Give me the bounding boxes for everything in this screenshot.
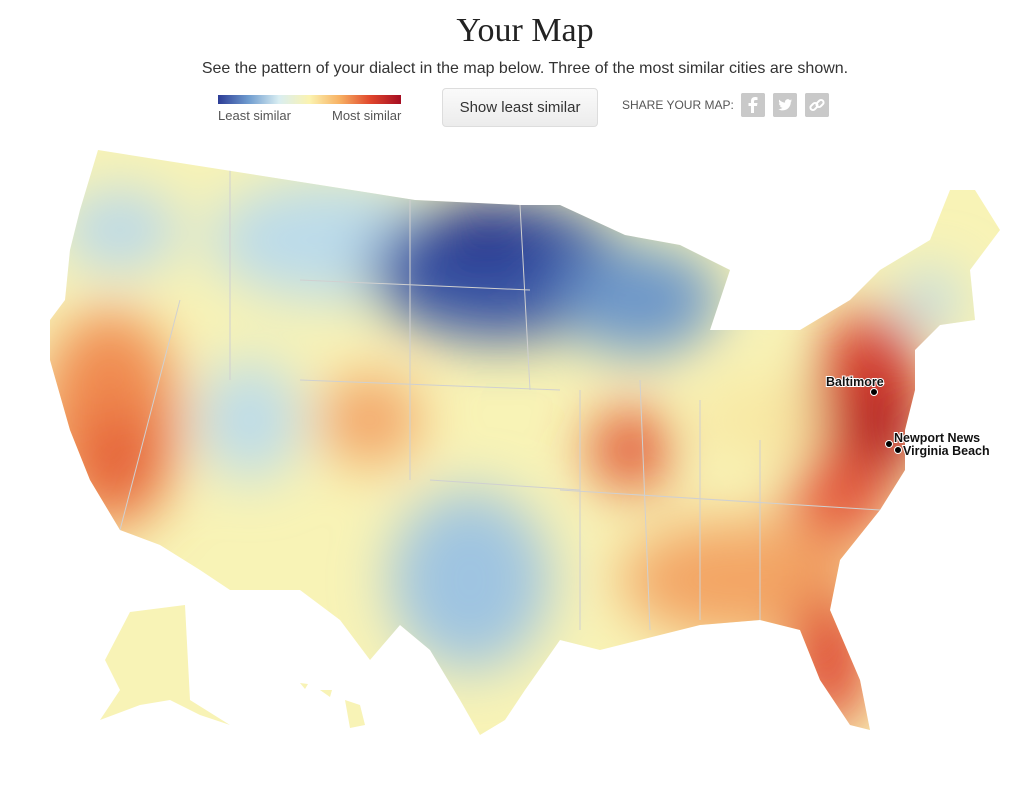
title: Your Map: [456, 12, 594, 49]
toggle-button[interactable]: Show least similar: [442, 88, 598, 127]
city-dot: [885, 440, 893, 448]
twitter-icon[interactable]: [773, 93, 797, 117]
legend-low: Least similar: [218, 108, 291, 123]
facebook-icon[interactable]: [741, 93, 765, 117]
legend-gradient: [218, 95, 401, 104]
alaska: [100, 605, 230, 725]
city-label: Newport News: [894, 431, 980, 445]
city-label: Virginia Beach: [903, 444, 990, 458]
subtitle: See the pattern of your dialect in the m…: [201, 60, 849, 77]
link-icon[interactable]: [805, 93, 829, 117]
city-label: Baltimore: [826, 375, 884, 389]
city-dot: [870, 388, 878, 396]
city-dot: [894, 446, 902, 454]
hawaii: [300, 683, 365, 728]
legend-high: Most similar: [332, 108, 402, 123]
share-label: SHARE YOUR MAP:: [622, 98, 734, 112]
